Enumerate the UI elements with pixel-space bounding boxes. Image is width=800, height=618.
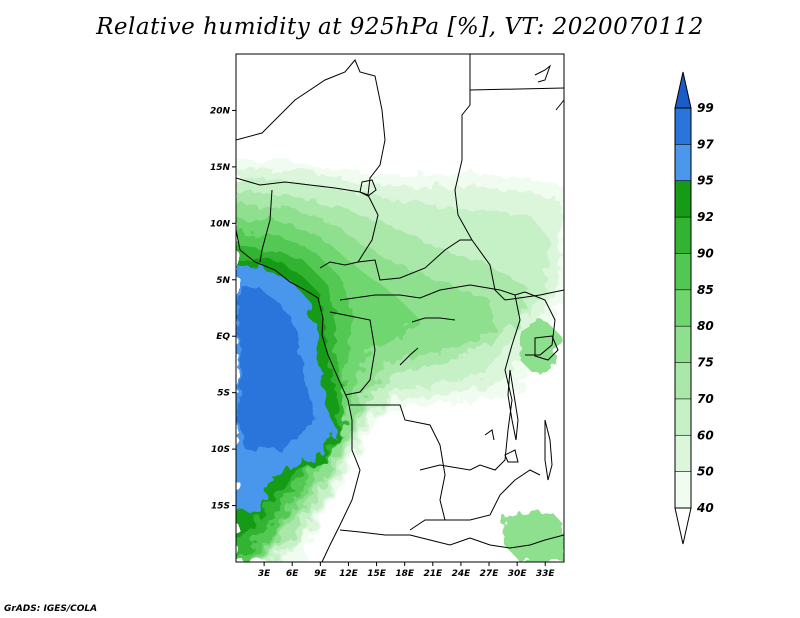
lake-mweru [484,429,495,441]
border-drc-angola [350,404,446,531]
border-tanzania [524,291,556,356]
colorbar-label: 40 [696,501,714,515]
border-nigeria-cameroon [259,189,273,263]
border-car-south [339,284,526,301]
colorbar-swatch [675,471,691,508]
colorbar-label: 95 [697,174,714,188]
colorbar-label: 70 [697,392,714,406]
lat-tick-label: 20N [210,106,231,116]
lake-chad-outline [359,179,377,197]
grads-credit: GrADS: IGES/COLA [4,604,98,614]
border-drc-east [419,294,521,471]
colorbar-label: 80 [697,319,714,333]
sinai-coast [534,64,552,83]
colorbar-swatch [675,435,691,472]
colorbar-swatch [675,289,691,327]
border-zambia [445,469,541,521]
colorbar-top-arrow [674,71,692,109]
boundaries [236,54,564,562]
border-angola-south [339,529,471,546]
colorbar-swatch [675,253,691,290]
border-car-north [357,239,472,281]
colorbar-swatch [675,398,691,436]
lon-tick-label: 18E [395,569,415,579]
border-congo [329,311,376,396]
lat-tick-label: EQ [216,332,230,342]
colorbar-swatch [675,144,691,181]
lat-tick-label: 15N [210,163,231,173]
border-libya-egypt [469,87,564,91]
colorbar-label: 85 [697,283,714,297]
colorbar-label: 97 [697,137,714,151]
colorbar-bottom-arrow [674,507,692,545]
colorbar-label: 60 [697,428,714,442]
rh-97-patch-south [238,475,268,515]
lon-tick-label: 9E [314,569,327,579]
lat-tick-label: 15S [211,502,230,512]
colorbar-swatch [675,326,691,363]
lat-tick-label: 5N [216,276,230,286]
colorbar-swatch [675,362,691,399]
rh-lake-region-green [520,320,560,375]
colorbar-swatch [675,217,691,254]
colorbar: 40 50 60 70 75 80 85 90 92 95 97 99 [674,71,714,545]
coastline-west-africa [236,229,361,562]
latitude-axis: 20N 15N 10N 5N EQ 5S 10S 15S [210,106,236,512]
colorbar-label: 99 [697,101,714,115]
humidity-field [236,54,564,562]
border-chad-sudan [454,54,506,301]
colorbar-label: 50 [697,465,714,479]
colorbar-label: 90 [697,246,714,260]
lat-tick-label: 10S [211,445,230,455]
colorbar-label: 75 [697,356,714,370]
lon-tick-label: 24E [452,569,472,579]
lake-bangweulu [504,449,519,463]
lon-tick-label: 6E [286,569,299,579]
lon-tick-label: 12E [339,569,359,579]
colorbar-swatch [675,180,691,218]
lake-malawi-outline [544,419,553,481]
lon-tick-label: 21E [423,569,443,579]
red-sea-coast [555,99,564,111]
page-title: Relative humidity at 925hPa [%], VT: 202… [96,14,704,40]
river-kasai [399,347,419,366]
border-south-small [469,534,564,549]
colorbar-label: 92 [697,210,714,224]
rh-southeast-green [500,510,564,562]
longitude-axis: 3E 6E 9E 12E 15E 18E 21E 24E 27E 30E 33E [258,562,556,579]
lon-tick-label: 33E [536,569,556,579]
colorbar-swatch [675,108,691,145]
rh-97-region [238,285,315,452]
river-congo [411,317,456,323]
lon-tick-label: 30E [508,569,528,579]
map-frame [235,53,565,563]
lat-tick-label: 5S [217,389,230,399]
lake-victoria-outline [534,335,559,361]
border-east-africa-top [504,289,564,301]
lon-tick-label: 27E [480,569,500,579]
lake-tanganyika-outline [507,369,519,441]
lon-tick-label: 15E [367,569,387,579]
lon-tick-label: 3E [258,569,271,579]
lat-tick-label: 10N [210,219,231,229]
